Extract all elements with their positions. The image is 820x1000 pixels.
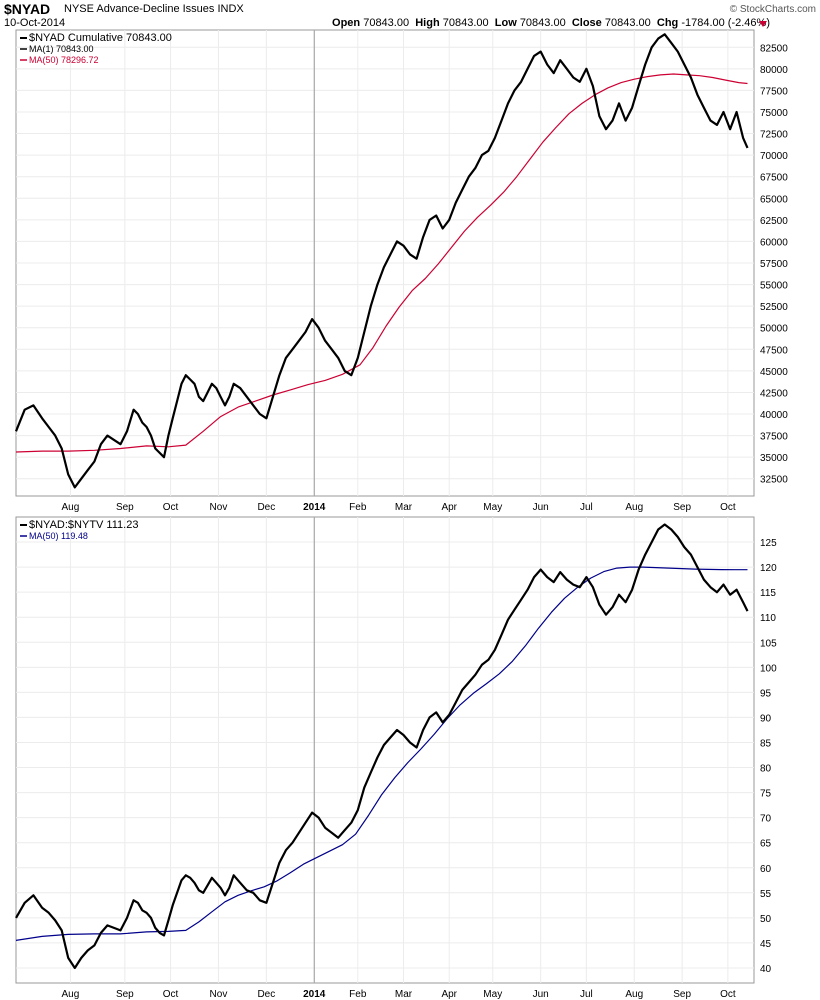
x-tick-label: Feb (349, 502, 367, 513)
y-tick-label: 105 (760, 638, 777, 649)
x-tick-label: Aug (625, 502, 643, 513)
x-tick-label: 2014 (303, 502, 326, 513)
high-label: High (415, 17, 440, 29)
y-tick-label: 70000 (760, 151, 788, 162)
y-tick-label: 35000 (760, 453, 788, 464)
open-value: 70843.00 (363, 17, 410, 29)
y-tick-label: 37500 (760, 432, 788, 443)
y-tick-label: 120 (760, 563, 777, 574)
x-tick-label: Jun (533, 502, 549, 513)
legend-entry: MA(1) 70843.00 (29, 44, 94, 54)
x-tick-label: Sep (673, 989, 691, 1000)
y-tick-label: 50000 (760, 324, 788, 335)
x-tick-label: Aug (62, 989, 80, 1000)
x-tick-label: 2014 (303, 989, 326, 1000)
y-tick-label: 67500 (760, 173, 788, 184)
y-tick-label: 77500 (760, 86, 788, 97)
ratio-chart-panel: 40 45 50 55 60 65 70 75 80 85 90 95 100 105 110 115 120 1… (15, 516, 777, 1000)
high-value: 70843.00 (442, 17, 489, 29)
close-label: Close (571, 17, 602, 29)
y-tick-label: 100 (760, 663, 777, 674)
legend-entry: MA(50) 78296.72 (29, 55, 99, 65)
x-tick-label: Sep (116, 989, 134, 1000)
y-tick-label: 32500 (760, 475, 788, 486)
series-line-0 (15, 523, 749, 970)
y-tick-label: 60 (760, 864, 772, 875)
plot-area-1 (15, 516, 755, 984)
ohlc-quote: Open 70843.00 High 70843.00 Low 70843.00… (332, 17, 770, 29)
y-tick-label: 60000 (760, 237, 788, 248)
y-tick-label: 70 (760, 814, 772, 825)
y-tick-label: 65000 (760, 194, 788, 205)
x-tick-label: Apr (441, 989, 457, 1000)
y-tick-label: 40 (760, 964, 772, 975)
x-tick-label: May (483, 989, 502, 1000)
y-tick-label: 115 (760, 588, 776, 599)
x-tick-label: Nov (210, 502, 228, 513)
x-tick-label: Feb (349, 989, 367, 1000)
low-value: 70843.00 (519, 17, 566, 29)
y-tick-label: 52500 (760, 302, 788, 313)
x-tick-label: Jul (580, 502, 593, 513)
y-tick-label: 42500 (760, 388, 788, 399)
close-value: 70843.00 (604, 17, 651, 29)
x-tick-label: May (483, 502, 502, 513)
y-tick-label: 40000 (760, 410, 788, 421)
x-tick-label: Jun (533, 989, 549, 1000)
y-tick-label: 80000 (760, 65, 788, 76)
x-tick-label: Sep (673, 502, 691, 513)
quote-date: 10-Oct-2014 (4, 17, 66, 29)
x-tick-label: Mar (395, 502, 413, 513)
low-label: Low (494, 17, 517, 29)
legend-entry: $NYAD:$NYTV 111.23 (29, 519, 138, 531)
x-tick-label: Nov (210, 989, 228, 1000)
x-tick-label: Jul (580, 989, 593, 1000)
symbol-description: NYSE Advance-Decline Issues INDX (64, 3, 244, 15)
price-chart-panel: 32500 35000 37500 40000 42500 45000 47500 50000… (14, 29, 788, 513)
y-tick-label: 82500 (760, 43, 788, 54)
y-tick-label: 50 (760, 914, 772, 925)
y-tick-label: 95 (760, 688, 772, 699)
symbol: $NYAD (4, 1, 51, 17)
x-tick-label: Aug (62, 502, 80, 513)
legend-entry: $NYAD Cumulative 70843.00 (29, 32, 172, 44)
y-tick-label: 90 (760, 713, 772, 724)
x-tick-label: Oct (163, 989, 179, 1000)
chart-header: $NYAD NYSE Advance-Decline Issues INDX ©… (0, 0, 820, 30)
y-tick-label: 75 (760, 789, 772, 800)
y-tick-label: 65 (760, 839, 772, 850)
y-tick-label: 55000 (760, 281, 788, 292)
y-tick-label: 45000 (760, 367, 788, 378)
y-tick-label: 47500 (760, 345, 788, 356)
y-tick-label: 62500 (760, 216, 788, 227)
change-value: -1784.00 (-2.46%) (681, 17, 770, 29)
y-tick-label: 55 (760, 889, 772, 900)
x-tick-label: Dec (257, 502, 275, 513)
y-tick-label: 85 (760, 738, 772, 749)
x-tick-label: Aug (625, 989, 643, 1000)
exchange: INDX (217, 3, 244, 15)
x-tick-label: Oct (163, 502, 179, 513)
y-tick-label: 45 (760, 939, 772, 950)
x-tick-label: Dec (257, 989, 275, 1000)
down-arrow-icon (759, 21, 767, 27)
legend-entry: MA(50) 119.48 (29, 531, 88, 541)
y-tick-label: 57500 (760, 259, 788, 270)
symbol-name: NYSE Advance-Decline Issues (64, 3, 215, 15)
x-tick-label: Mar (395, 989, 413, 1000)
change-label: Chg (656, 17, 679, 29)
x-tick-label: Oct (720, 502, 736, 513)
brand-watermark: © StockCharts.com (729, 4, 816, 15)
series-line-1 (15, 73, 748, 453)
y-tick-label: 110 (760, 613, 776, 624)
open-label: Open (332, 17, 361, 29)
x-tick-label: Apr (441, 502, 457, 513)
y-tick-label: 80 (760, 764, 772, 775)
x-tick-label: Sep (116, 502, 134, 513)
series-line-0 (14, 33, 749, 489)
x-tick-label: Oct (720, 989, 736, 1000)
y-tick-label: 72500 (760, 130, 788, 141)
y-tick-label: 75000 (760, 108, 788, 119)
y-tick-label: 125 (760, 538, 777, 549)
